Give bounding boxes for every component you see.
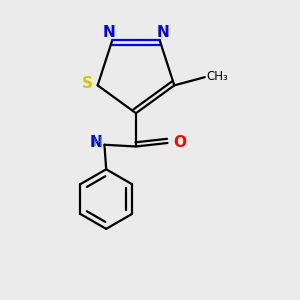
Text: O: O [173, 136, 186, 151]
Text: S: S [82, 76, 93, 91]
Text: H: H [85, 136, 103, 149]
Text: N: N [157, 25, 169, 40]
Text: N: N [90, 136, 103, 151]
Text: CH₃: CH₃ [206, 70, 228, 83]
Text: N: N [102, 25, 115, 40]
